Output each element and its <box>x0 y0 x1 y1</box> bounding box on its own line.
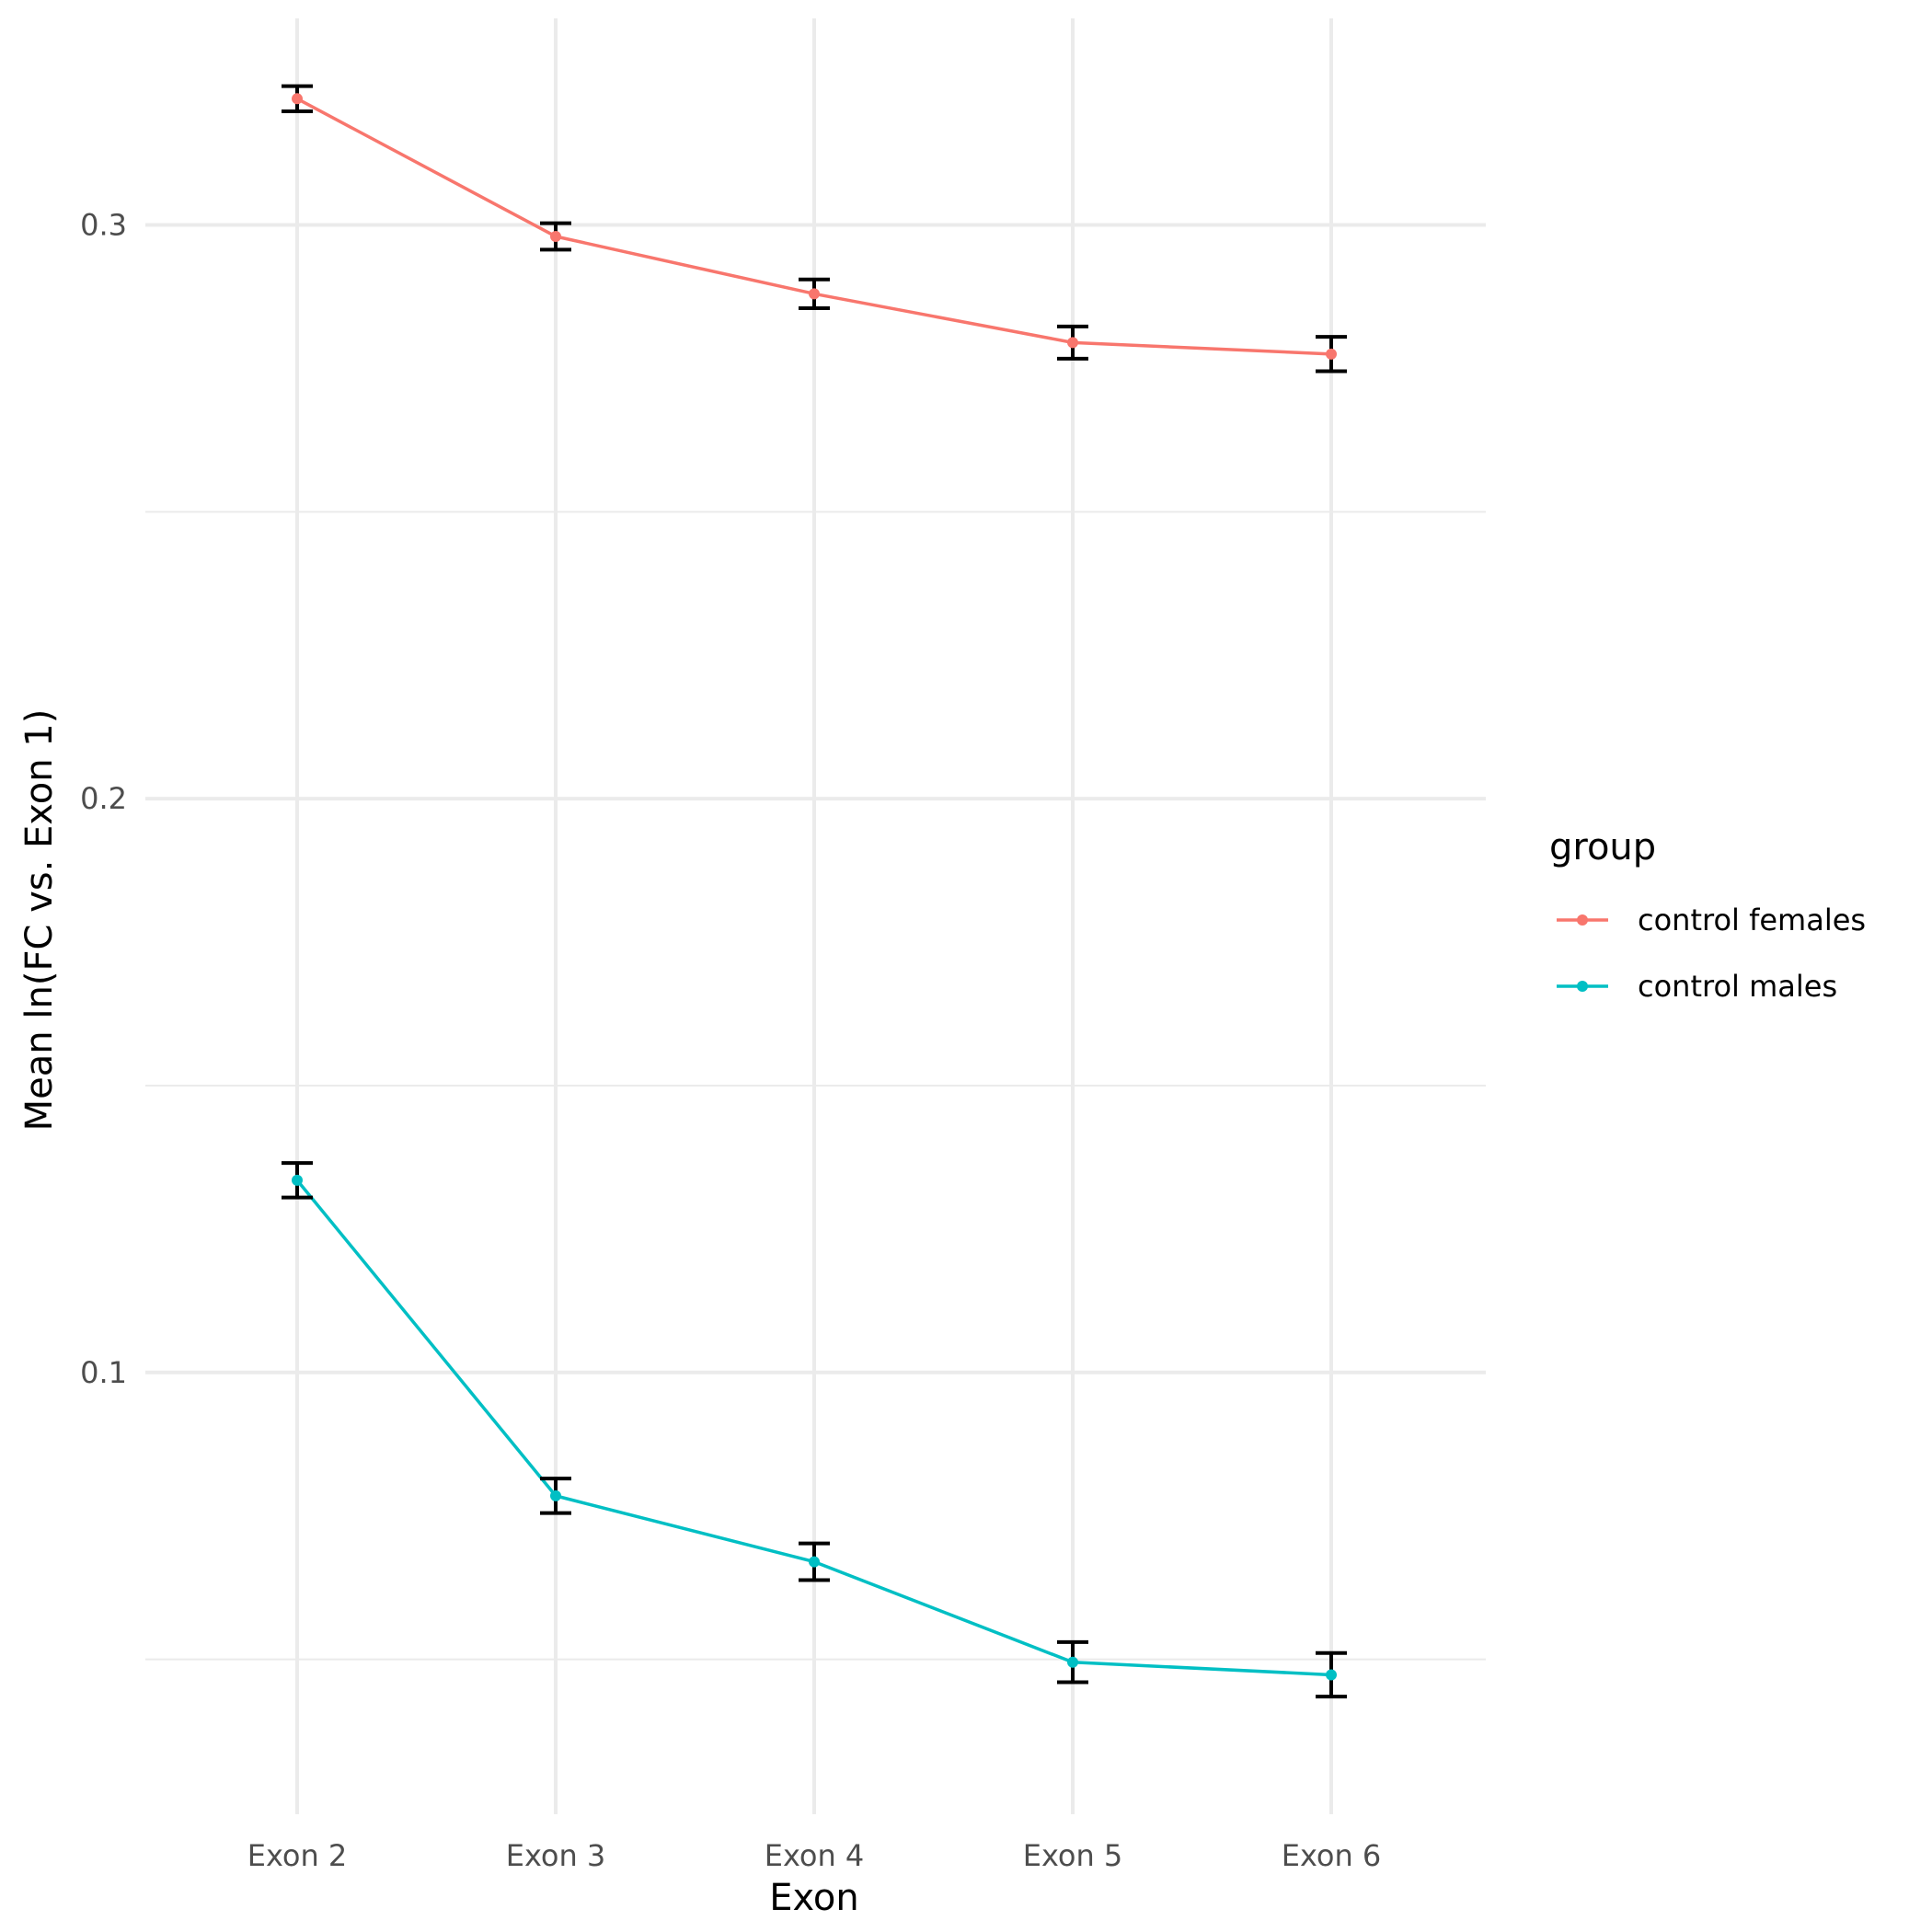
data-point <box>1067 337 1078 349</box>
x-axis-title: Exon <box>769 1877 859 1919</box>
data-point <box>1326 348 1337 360</box>
data-point <box>809 288 820 300</box>
x-axis-tick-labels: Exon 2 Exon 3 Exon 4 Exon 5 Exon 6 <box>247 1838 1382 1873</box>
y-tick-label: 0.3 <box>80 208 127 243</box>
x-tick-label: Exon 3 <box>506 1838 606 1873</box>
legend: group control females control males <box>1549 826 1866 1004</box>
y-tick-label: 0.1 <box>80 1355 127 1390</box>
legend-label: control males <box>1638 969 1837 1004</box>
data-point <box>1067 1656 1078 1668</box>
legend-key-point <box>1577 981 1588 992</box>
legend-item: control males <box>1557 969 1837 1004</box>
data-point <box>1326 1669 1337 1681</box>
data-point <box>550 1489 561 1501</box>
y-axis-title: Mean ln(FC vs. Exon 1) <box>18 709 61 1132</box>
legend-items: control females control males <box>1557 903 1866 1004</box>
legend-title: group <box>1549 826 1656 868</box>
x-tick-label: Exon 5 <box>1023 1838 1123 1873</box>
x-tick-label: Exon 6 <box>1282 1838 1382 1873</box>
x-tick-label: Exon 2 <box>247 1838 348 1873</box>
legend-label: control females <box>1638 903 1866 937</box>
data-point <box>292 93 303 105</box>
major-gridlines <box>145 18 1486 1814</box>
y-tick-label: 0.2 <box>80 781 127 816</box>
data-point <box>292 1174 303 1186</box>
data-point <box>550 230 561 242</box>
x-tick-label: Exon 4 <box>765 1838 865 1873</box>
data-point <box>809 1556 820 1568</box>
legend-key-point <box>1577 914 1588 926</box>
y-axis-tick-labels: 0.1 0.2 0.3 <box>80 208 127 1390</box>
data-points <box>292 93 1337 1681</box>
legend-item: control females <box>1557 903 1866 937</box>
